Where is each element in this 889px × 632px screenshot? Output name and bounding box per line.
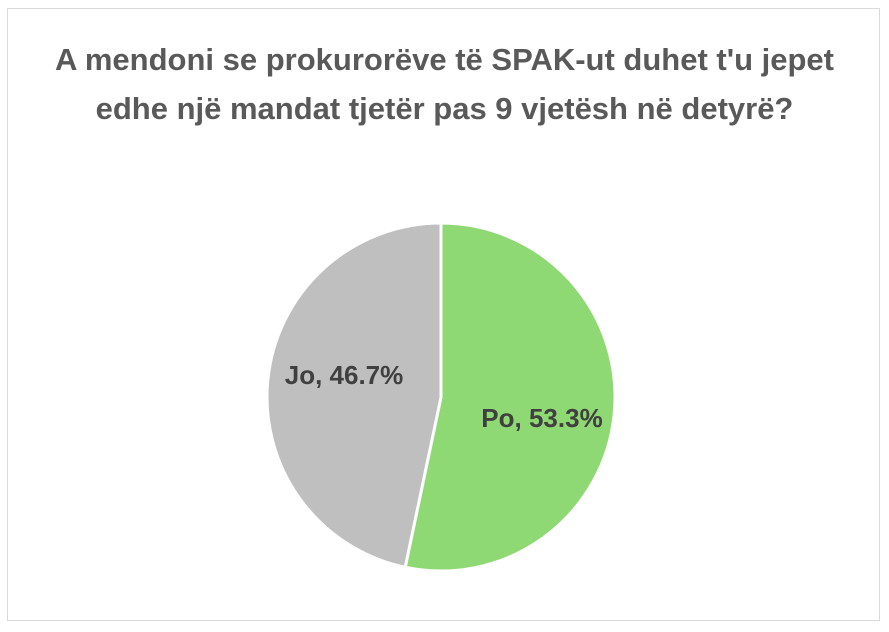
pie-slice-jo xyxy=(265,221,443,569)
pie-slices xyxy=(265,221,617,573)
chart-area: A mendoni se prokurorëve të SPAK-ut duhe… xyxy=(7,8,880,621)
pie-chart: Po, 53.3% Jo, 46.7% xyxy=(265,221,617,573)
data-label-po: Po, 53.3% xyxy=(481,403,602,433)
pie-slice-po xyxy=(403,221,617,573)
pie-data-labels: Po, 53.3% Jo, 46.7% xyxy=(285,360,603,433)
chart-title: A mendoni se prokurorëve të SPAK-ut duhe… xyxy=(54,42,834,126)
data-label-jo: Jo, 46.7% xyxy=(285,360,404,390)
